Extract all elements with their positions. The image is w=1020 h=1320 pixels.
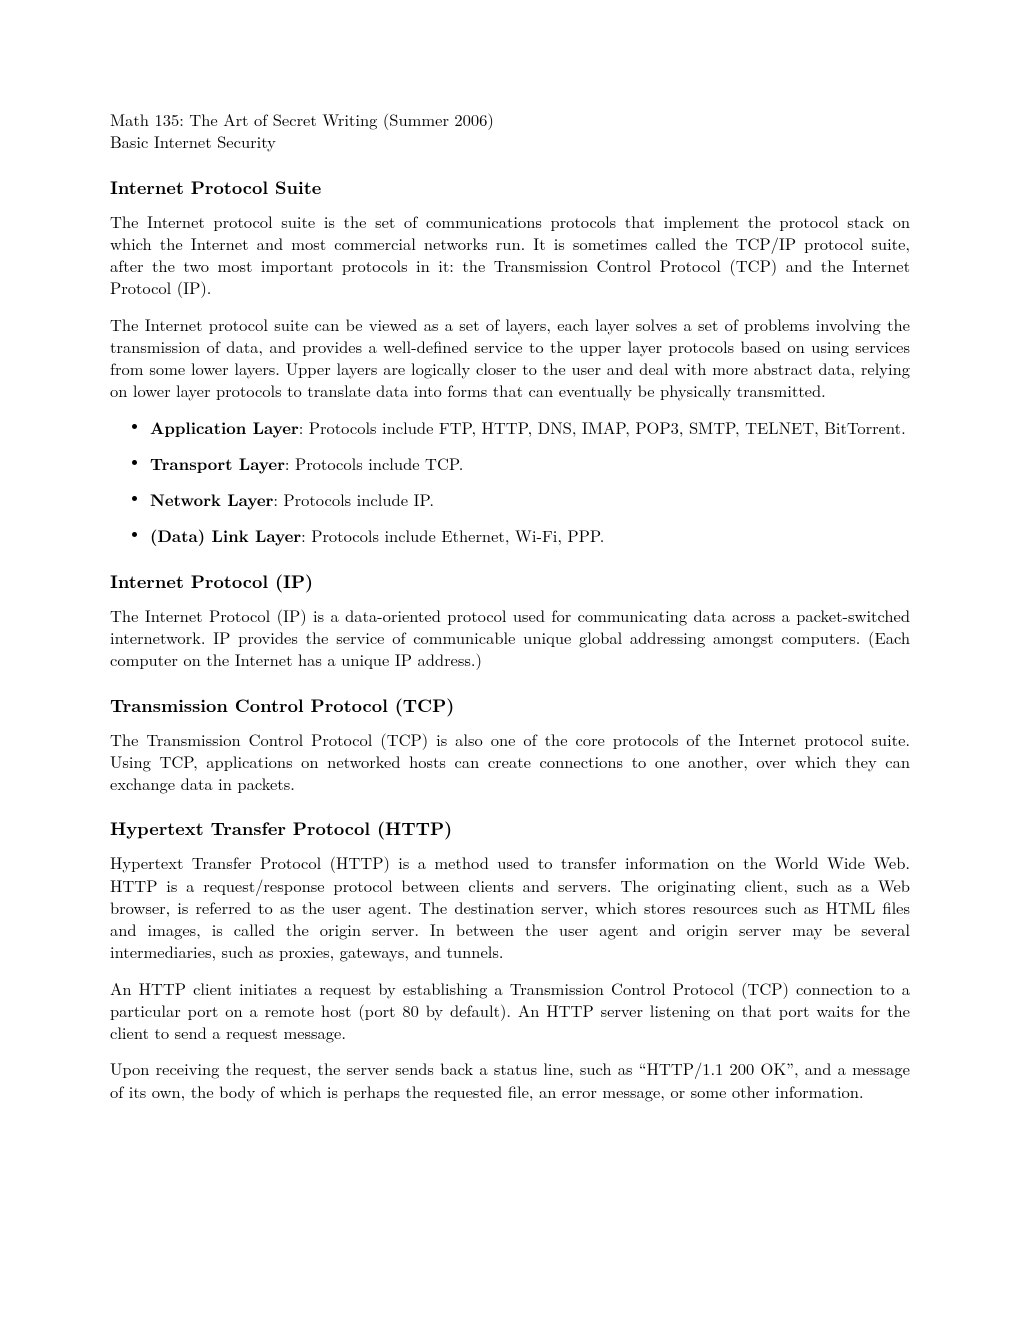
course-title: Math 135: The Art of Secret Writing (Sum… [110,108,910,130]
layer-name: (Data) Link Layer [150,523,301,547]
document-subtitle: Basic Internet Security [110,130,910,152]
layer-desc: : Protocols include Ethernet, Wi-Fi, PPP… [301,523,604,547]
paragraph: The Internet protocol suite can be viewe… [110,313,910,402]
list-item: Application Layer: Protocols include FTP… [150,416,910,438]
paragraph: Hypertext Transfer Protocol (HTTP) is a … [110,851,910,962]
layer-list: Application Layer: Protocols include FTP… [110,416,910,547]
paragraph: An HTTP client initiates a request by es… [110,977,910,1044]
section-heading-tcp: Transmission Control Protocol (TCP) [110,693,910,718]
section-heading-ips: Internet Protocol Suite [110,175,910,200]
paragraph: The Internet Protocol (IP) is a data-ori… [110,604,910,671]
layer-name: Network Layer [150,487,273,511]
layer-name: Application Layer [150,415,299,439]
list-item: (Data) Link Layer: Protocols include Eth… [150,524,910,546]
layer-desc: : Protocols include TCP. [285,451,463,475]
layer-name: Transport Layer [150,451,285,475]
paragraph: The Transmission Control Protocol (TCP) … [110,728,910,795]
list-item: Network Layer: Protocols include IP. [150,488,910,510]
layer-desc: : Protocols include FTP, HTTP, DNS, IMAP… [299,415,906,439]
list-item: Transport Layer: Protocols include TCP. [150,452,910,474]
paragraph: Upon receiving the request, the server s… [110,1057,910,1102]
section-heading-ip: Internet Protocol (IP) [110,569,910,594]
paragraph: The Internet protocol suite is the set o… [110,210,910,299]
section-heading-http: Hypertext Transfer Protocol (HTTP) [110,816,910,841]
layer-desc: : Protocols include IP. [273,487,434,511]
document-page: Math 135: The Art of Secret Writing (Sum… [0,0,1020,1320]
